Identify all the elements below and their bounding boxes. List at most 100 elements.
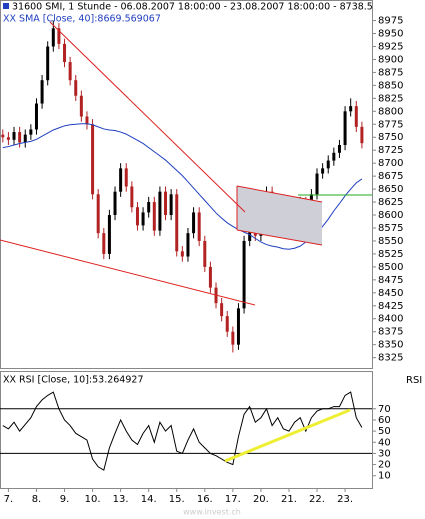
y-tick-label: 8975 <box>378 16 403 27</box>
x-tick-label: 16. <box>197 494 213 505</box>
x-tick-label: 21. <box>281 494 297 505</box>
candle-body <box>85 116 89 125</box>
candle-body <box>12 132 16 140</box>
x-tick-label: 20. <box>253 494 269 505</box>
candle-body <box>175 194 179 252</box>
y-tick-label: 8600 <box>378 210 403 221</box>
candle-body <box>79 95 83 117</box>
y-tick-label: 20 <box>378 460 391 471</box>
y-tick-label: 8350 <box>378 340 403 351</box>
y-tick-label: 8900 <box>378 54 403 65</box>
y-tick-label: 8550 <box>378 236 403 247</box>
legend-entry: XX SMA [Close, 40]:8669.569067 <box>3 14 161 25</box>
rsi-panel <box>0 371 373 489</box>
candle-body <box>34 103 38 130</box>
candle-body <box>152 202 156 231</box>
candle-body <box>197 212 201 241</box>
candle-body <box>332 152 336 161</box>
candle-body <box>220 303 224 317</box>
candle-body <box>1 134 5 138</box>
candle-body <box>29 129 33 135</box>
candle-body <box>186 233 190 257</box>
y-tick-label: 8575 <box>378 223 403 234</box>
chart-title: 31600 SMI, 1 Stunde - 06.08.2007 18:00:0… <box>12 2 373 13</box>
channel-bottom <box>236 229 323 246</box>
x-tick-label: 15. <box>169 494 185 505</box>
y-tick-label: 8825 <box>378 93 403 104</box>
candle-body <box>242 240 246 309</box>
candle-body <box>6 137 10 140</box>
x-tick-label: 13. <box>113 494 129 505</box>
candle-body <box>208 266 212 288</box>
y-tick-label: 8325 <box>378 353 403 364</box>
candle-body <box>164 191 168 216</box>
candle-body <box>321 168 325 174</box>
candle-body <box>158 191 162 231</box>
candle-body <box>169 194 173 216</box>
candle-body <box>130 186 134 208</box>
y-tick-label: 8625 <box>378 197 403 208</box>
y-tick-label: 8450 <box>378 288 403 299</box>
series-line <box>2 123 363 250</box>
y-tick-label: 8700 <box>378 158 403 169</box>
channel-box <box>237 186 322 245</box>
y-tick-label: 8875 <box>378 67 403 78</box>
rsi-axis-label: RSI <box>406 375 422 386</box>
price-panel <box>0 0 373 369</box>
y-tick-label: 10 <box>378 471 391 482</box>
x-tick-label: 23. <box>337 494 353 505</box>
y-tick-label: 50 <box>378 426 391 437</box>
y-tick-label: 8800 <box>378 106 403 117</box>
candle-body <box>68 62 72 81</box>
y-tick-label: 8650 <box>378 184 403 195</box>
candle-body <box>102 233 106 254</box>
y-tick-label: 8725 <box>378 145 403 156</box>
candle-body <box>46 46 50 81</box>
y-tick-label: 8400 <box>378 314 403 325</box>
candle-body <box>337 145 341 153</box>
candle-body <box>135 207 139 226</box>
candle-body <box>107 215 111 254</box>
trend-line <box>49 21 246 213</box>
candle-body <box>124 168 128 187</box>
y-tick-label: 8375 <box>378 327 403 338</box>
candle-body <box>51 28 55 47</box>
x-tick-label: 10. <box>85 494 101 505</box>
candle-body <box>57 28 61 44</box>
x-tick-label: 8. <box>32 494 42 505</box>
candle-body <box>40 80 44 104</box>
x-tick-label: 9. <box>60 494 70 505</box>
candle-body <box>343 111 347 146</box>
candle-body <box>119 168 123 192</box>
candle-body <box>74 80 78 96</box>
candle-body <box>231 331 235 345</box>
y-tick-label: 8425 <box>378 301 403 312</box>
rsi-title: XX RSI [Close, 10]:53.264927 <box>3 375 143 386</box>
candle-body <box>236 308 240 345</box>
y-tick-label: 70 <box>378 404 391 415</box>
y-tick-label: 8750 <box>378 132 403 143</box>
candle-body <box>192 212 196 234</box>
x-tick-label: 7. <box>4 494 14 505</box>
x-tick-label: 14. <box>141 494 157 505</box>
candle-body <box>315 173 319 195</box>
y-tick-label: 30 <box>378 448 391 459</box>
candle-body <box>326 160 330 169</box>
x-tick-label: 22. <box>309 494 325 505</box>
y-tick-label: 60 <box>378 415 391 426</box>
y-tick-label: 8925 <box>378 41 403 52</box>
candle-body <box>203 240 207 267</box>
y-tick-label: 8675 <box>378 171 403 182</box>
candle-body <box>141 212 145 226</box>
candle-body <box>91 124 95 195</box>
y-tick-label: 8525 <box>378 249 403 260</box>
series-line <box>2 391 363 471</box>
y-tick-label: 8475 <box>378 275 403 286</box>
rsi-trend-line <box>224 408 351 463</box>
candle-body <box>354 106 358 127</box>
trend-line <box>0 239 256 306</box>
y-tick-label: 40 <box>378 437 391 448</box>
watermark: www.invest.ch <box>183 508 241 517</box>
candle-body <box>225 316 229 332</box>
